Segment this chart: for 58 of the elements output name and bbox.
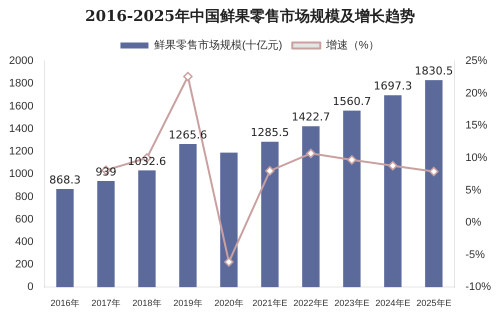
x-tick-label: 2024年E <box>375 298 410 308</box>
bar <box>343 110 361 288</box>
x-tick-label: 2025年E <box>416 298 452 308</box>
data-label: 939 <box>95 165 116 178</box>
x-tick-label: 2018年 <box>132 298 162 308</box>
data-label: 868.3 <box>49 173 81 186</box>
chart-title: 2016-2025年中国鲜果零售市场规模及增长趋势 <box>85 6 415 25</box>
data-label: 1560.7 <box>332 95 372 108</box>
bar <box>302 126 320 288</box>
y-tick-label: 400 <box>15 236 34 248</box>
y2-tick-label: 5% <box>465 184 482 196</box>
y-tick-label: 0 <box>27 281 34 294</box>
data-label: 1697.3 <box>374 80 412 93</box>
legend-label: 增速（%） <box>324 38 380 52</box>
y-tick-label: 1200 <box>8 146 34 158</box>
data-label: 1830.5 <box>414 64 454 78</box>
y2-tick-label: 25% <box>465 55 488 68</box>
bar <box>56 188 74 288</box>
x-tick-label: 2023年E <box>334 298 370 308</box>
bar <box>261 142 279 288</box>
bar <box>179 144 197 288</box>
x-tick-label: 2019年 <box>173 298 202 308</box>
point <box>388 160 398 170</box>
y-tick-label: 1800 <box>8 78 34 90</box>
point <box>224 257 234 267</box>
y-tick-label: 600 <box>15 213 34 226</box>
data-label: 1285.5 <box>250 126 290 140</box>
y2-tick-label: -5% <box>465 248 486 261</box>
x-tick-label: 2020年 <box>214 298 244 308</box>
y2-tick-label: 15% <box>465 120 488 132</box>
bar <box>425 80 443 288</box>
y2-tick-label: 10% <box>465 152 488 164</box>
point <box>183 72 193 82</box>
point <box>265 166 275 176</box>
y-tick-label: 1400 <box>8 122 34 135</box>
x-tick-label: 2017年 <box>91 298 120 308</box>
y2-tick-label: 0% <box>465 216 482 229</box>
bar <box>97 181 115 288</box>
x-tick-label: 2022年E <box>293 298 328 308</box>
y-tick-label: 1600 <box>8 100 34 112</box>
y-tick-label: 1000 <box>8 168 34 180</box>
x-tick-label: 2016年 <box>50 298 80 308</box>
data-label: 1032.6 <box>128 154 166 168</box>
y2-tick-label: -10% <box>465 281 492 294</box>
y-tick-label: 200 <box>15 258 34 271</box>
y2-tick-label: 20% <box>465 87 488 100</box>
point <box>347 155 357 165</box>
data-label: 1422.7 <box>292 110 330 124</box>
point <box>429 166 439 176</box>
point <box>306 148 316 158</box>
y-tick-label: 2000 <box>8 55 34 68</box>
y-tick-label: 800 <box>15 190 34 203</box>
data-label: 1265.6 <box>168 128 208 142</box>
bar <box>220 152 238 288</box>
bar <box>138 170 156 288</box>
legend-label: 鲜果零售市场规模(十亿元) <box>154 38 282 52</box>
x-tick-label: 2021年E <box>252 298 288 308</box>
bar <box>384 95 402 288</box>
